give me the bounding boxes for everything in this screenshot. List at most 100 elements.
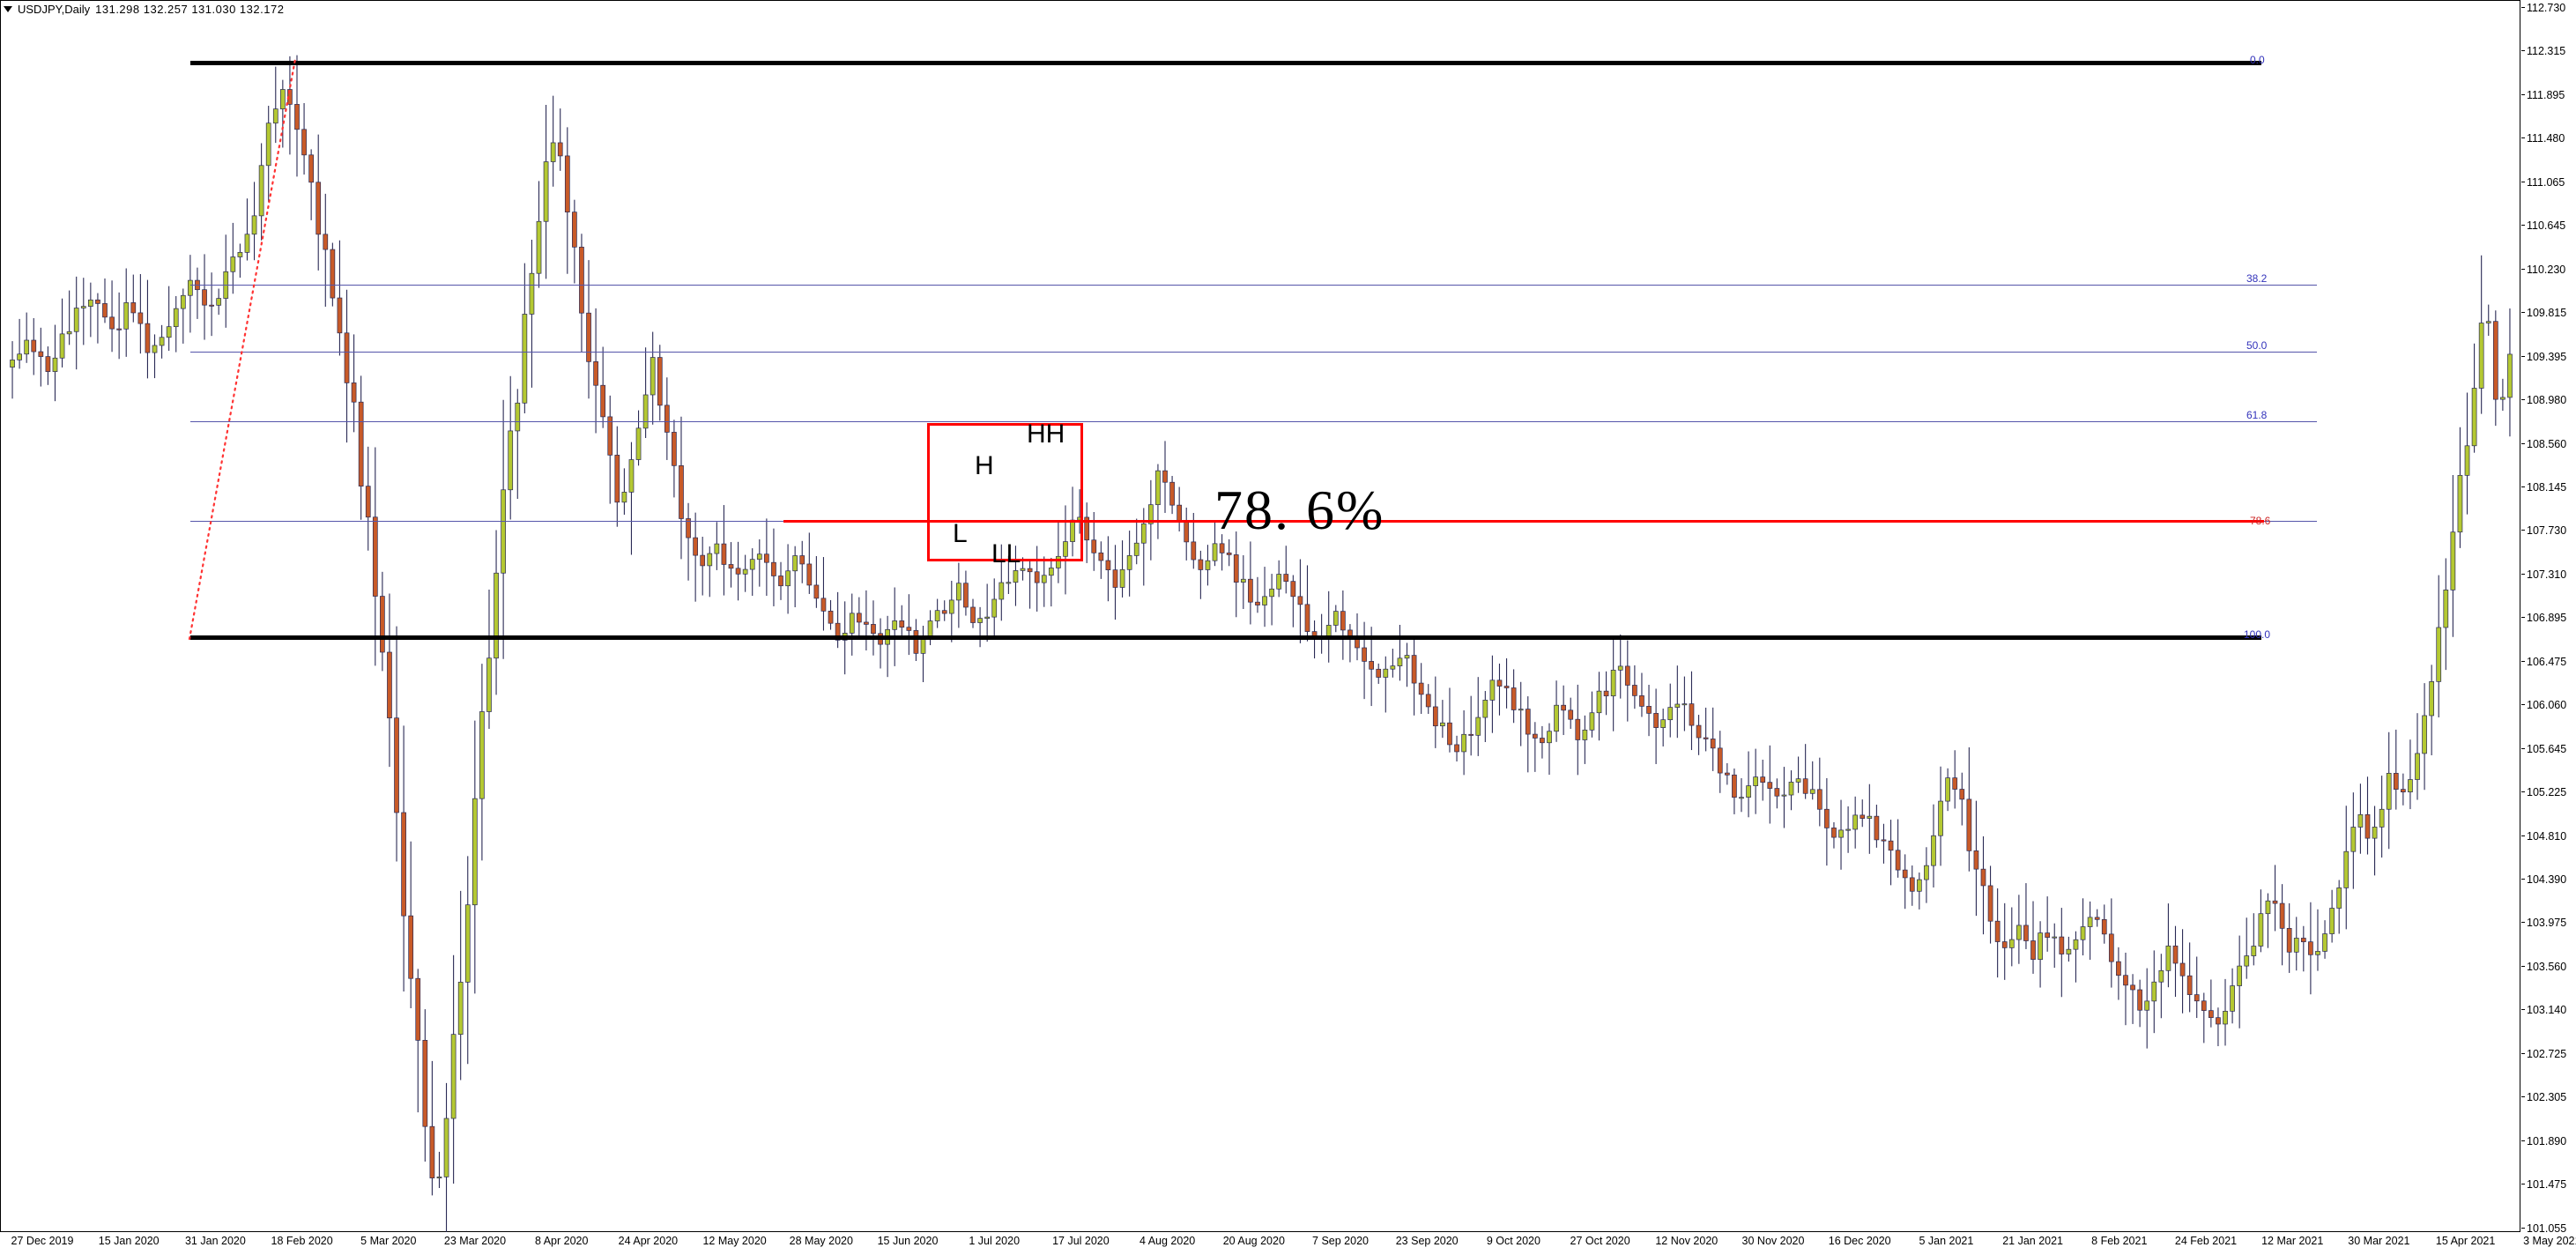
time-tick-label: 12 Mar 2021 [2261, 1235, 2324, 1247]
price-tick-dash [2521, 1009, 2525, 1011]
price-tick-label: 107.730 [2527, 524, 2567, 538]
caret-down-icon[interactable] [4, 5, 12, 12]
time-axis[interactable]: 27 Dec 2019 15 Jan 2020 31 Jan 2020 18 Feb … [0, 1233, 2576, 1255]
fib-level-label-0: 0.0 [2250, 54, 2265, 66]
price-tick-dash [2521, 225, 2525, 226]
price-tick-label: 109.815 [2527, 307, 2567, 320]
price-axis[interactable]: 112.730 112.315 111.895 111.480 111.065 110.6… [2521, 0, 2576, 1235]
price-tick-dash [2521, 835, 2525, 836]
time-tick-label: 1 Jul 2020 [969, 1235, 1021, 1247]
time-tick-label: 16 Dec 2020 [1828, 1235, 1891, 1247]
candlestick-series [10, 55, 2513, 1232]
price-tick-dash [2521, 268, 2525, 270]
price-tick: 110.645 [2521, 219, 2565, 232]
price-tick-label: 108.145 [2527, 480, 2567, 494]
time-tick-label: 23 Sep 2020 [1395, 1235, 1459, 1247]
price-tick: 106.060 [2521, 699, 2566, 711]
price-tick-dash [2521, 530, 2525, 531]
price-tick-label: 104.390 [2527, 873, 2567, 886]
price-tick-label: 105.645 [2527, 742, 2567, 755]
price-tick: 108.145 [2521, 481, 2566, 494]
swing-label-ll: LL [991, 539, 1021, 568]
price-tick-dash [2521, 965, 2525, 967]
price-tick-dash [2521, 486, 2525, 487]
time-tick-label: 4 Aug 2020 [1139, 1235, 1196, 1247]
price-tick: 112.730 [2521, 2, 2565, 14]
price-tick: 111.480 [2521, 132, 2565, 145]
price-tick-label: 102.305 [2527, 1091, 2567, 1104]
price-tick: 103.560 [2521, 961, 2566, 973]
price-tick: 103.140 [2521, 1004, 2566, 1016]
price-tick: 106.895 [2521, 612, 2566, 624]
price-tick-dash [2521, 312, 2525, 314]
price-tick: 104.810 [2521, 830, 2566, 843]
price-tick-label: 106.895 [2527, 612, 2567, 625]
time-tick-label: 15 Jan 2020 [98, 1235, 160, 1247]
price-tick-dash [2521, 1096, 2525, 1098]
swing-label-l: L [953, 519, 968, 548]
price-tick-label: 112.730 [2527, 2, 2566, 14]
time-tick-label: 5 Mar 2020 [360, 1235, 417, 1247]
price-tick-label: 109.395 [2527, 350, 2567, 363]
fib-percent-callout: 78. 6% [1214, 479, 1385, 541]
symbol-name: USDJPY,Daily [18, 2, 91, 16]
time-tick-label: 5 Jan 2021 [1919, 1235, 1974, 1247]
ohlc-values: 131.298 132.257 131.030 132.172 [95, 2, 285, 16]
time-tick-label: 30 Mar 2021 [2348, 1235, 2410, 1247]
time-tick-label: 15 Jun 2020 [877, 1235, 939, 1247]
fib-level-line-382[interactable] [190, 285, 2317, 286]
price-tick-label: 101.890 [2527, 1134, 2567, 1147]
time-tick-label: 24 Apr 2020 [618, 1235, 679, 1247]
price-tick-dash [2521, 704, 2525, 706]
price-tick: 106.475 [2521, 656, 2566, 668]
price-tick-dash [2521, 442, 2525, 444]
price-tick: 102.725 [2521, 1048, 2566, 1060]
price-tick-label: 106.060 [2527, 699, 2567, 712]
price-tick: 105.225 [2521, 786, 2566, 798]
price-tick: 111.065 [2521, 176, 2565, 189]
price-tick-label: 101.475 [2527, 1178, 2567, 1192]
time-tick-label: 20 Aug 2020 [1222, 1235, 1285, 1247]
fib-level-line-500[interactable] [190, 352, 2317, 353]
price-tick: 107.730 [2521, 524, 2566, 537]
price-tick-label: 111.065 [2527, 175, 2565, 189]
price-tick: 101.890 [2521, 1135, 2566, 1147]
fib-level-line-0[interactable] [190, 61, 2261, 65]
price-tick-label: 102.725 [2527, 1047, 2567, 1060]
swing-structure-box[interactable] [927, 423, 1083, 561]
time-tick-label: 8 Apr 2020 [534, 1235, 589, 1247]
price-tick-dash [2521, 573, 2525, 575]
price-tick-dash [2521, 879, 2525, 880]
price-tick-dash [2521, 617, 2525, 619]
price-tick: 102.305 [2521, 1091, 2566, 1103]
price-tick-label: 111.480 [2527, 132, 2565, 145]
fib-level-line-1000[interactable] [190, 635, 2261, 640]
price-tick-dash [2521, 1052, 2525, 1054]
time-tick-label: 30 Nov 2020 [1741, 1235, 1805, 1247]
swing-label-hh: HH [1027, 420, 1065, 449]
price-tick-dash [2521, 791, 2525, 793]
time-tick-label: 24 Feb 2021 [2174, 1235, 2238, 1247]
price-tick-dash [2521, 50, 2525, 52]
trendline-dotted-red [188, 57, 297, 641]
price-tick-label: 112.315 [2527, 45, 2566, 58]
time-tick-label: 23 Mar 2020 [443, 1235, 507, 1247]
price-tick-dash [2521, 137, 2525, 139]
price-tick: 101.055 [2521, 1222, 2566, 1235]
fib-level-label-618: 61.8 [2246, 409, 2268, 421]
fib-level-line-786-red[interactable] [783, 520, 2264, 523]
price-tick-label: 108.980 [2527, 394, 2567, 407]
price-tick-label: 107.310 [2527, 568, 2567, 581]
price-tick-label: 103.560 [2527, 960, 2567, 973]
fib-level-label-1000: 100.0 [2244, 628, 2271, 641]
candlestick-canvas[interactable] [2, 2, 2520, 1232]
time-tick-label: 12 Nov 2020 [1655, 1235, 1719, 1247]
time-tick-label: 17 Jul 2020 [1052, 1235, 1110, 1247]
price-tick: 110.230 [2521, 264, 2565, 276]
price-tick-label: 106.475 [2527, 655, 2567, 668]
time-tick-label: 9 Oct 2020 [1486, 1235, 1540, 1247]
time-tick-label: 15 Apr 2021 [2435, 1235, 2496, 1247]
price-tick-dash [2521, 355, 2525, 357]
fib-level-line-618[interactable] [190, 421, 2317, 422]
chart-plot-area[interactable]: 0.0 38.2 50.0 61.8 78.6 100.0 HH H L LL … [0, 0, 2520, 1232]
